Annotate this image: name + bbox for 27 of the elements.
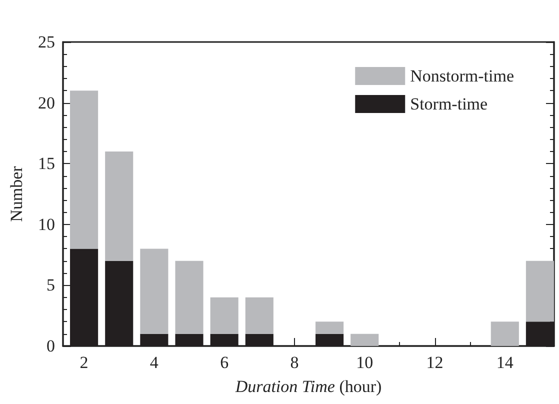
y-axis-title: Number	[7, 166, 26, 222]
y-tick-label: 0	[46, 336, 55, 356]
bar	[210, 297, 238, 334]
x-tick-label: 2	[80, 353, 88, 372]
bar	[316, 322, 344, 334]
bar	[175, 260, 204, 334]
x-axis-title: Duration Time (hour)	[234, 377, 382, 396]
x-tick-label: 10	[356, 353, 374, 372]
y-tick-label: 5	[46, 276, 55, 295]
y-tick-label: 25	[38, 32, 55, 52]
x-tick-label: 12	[426, 353, 444, 372]
bar	[245, 297, 274, 334]
bar	[490, 322, 519, 346]
bar	[105, 151, 134, 261]
x-tick-label: 4	[150, 353, 159, 372]
bar	[140, 248, 168, 334]
y-tick-label: 20	[38, 93, 55, 112]
legend-label: Storm-time	[410, 94, 488, 114]
y-tick-label: 15	[38, 154, 55, 174]
x-tick-label: 14	[496, 353, 514, 372]
x-tick-label: 6	[220, 353, 229, 372]
bar	[526, 260, 554, 322]
bar	[70, 90, 98, 249]
x-tick-label: 8	[290, 353, 299, 372]
y-tick-label: 10	[38, 214, 55, 234]
legend-label: Nonstorm-time	[410, 66, 514, 86]
bar	[350, 334, 379, 346]
